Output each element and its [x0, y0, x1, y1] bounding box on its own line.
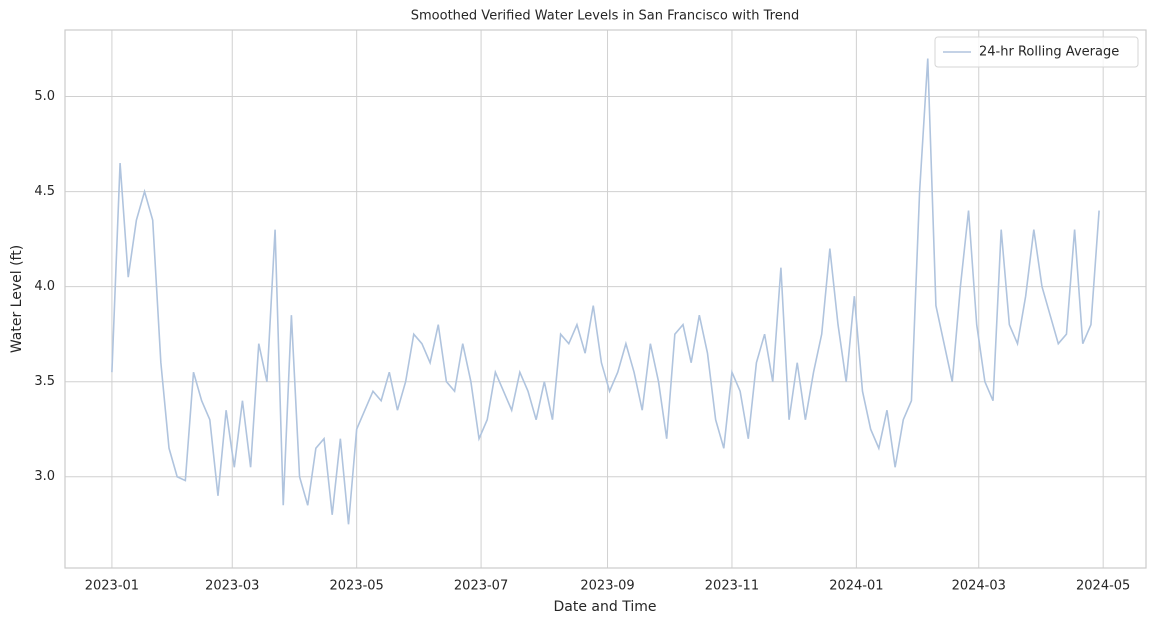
y-axis-label: Water Level (ft) [9, 245, 25, 353]
y-tick-label: 5.0 [34, 89, 55, 104]
x-tick-label: 2024-03 [952, 579, 1006, 594]
x-tick-label: 2024-05 [1076, 579, 1130, 594]
x-tick-label: 2023-03 [205, 579, 259, 594]
x-tick-label: 2023-11 [705, 579, 759, 594]
y-tick-label: 3.0 [34, 469, 55, 484]
x-tick-label: 2023-07 [454, 579, 508, 594]
plot-frame [64, 29, 1147, 569]
legend-label: 24-hr Rolling Average [979, 45, 1119, 60]
data-line [111, 58, 1100, 525]
y-tick-label: 4.0 [34, 279, 55, 294]
x-tick-label: 2023-05 [330, 579, 384, 594]
legend-box [934, 36, 1139, 68]
chart-title: Smoothed Verified Water Levels in San Fr… [411, 9, 799, 24]
x-tick-label: 2023-01 [85, 579, 139, 594]
x-tick-label: 2023-09 [580, 579, 634, 594]
x-axis-label: Date and Time [554, 599, 657, 615]
y-tick-label: 3.5 [34, 374, 55, 389]
y-tick-label: 4.5 [34, 184, 55, 199]
x-tick-label: 2024-01 [829, 579, 883, 594]
